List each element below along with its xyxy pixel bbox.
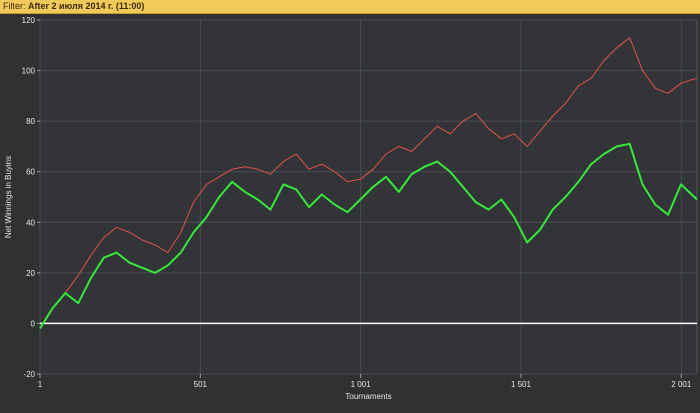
x-tick-label: 1 <box>38 380 43 389</box>
x-tick-label: 1 001 <box>351 380 372 389</box>
y-tick-label: 100 <box>22 67 36 76</box>
series-line-2 <box>39 142 698 330</box>
x-axis-ticks: 1 501 1 001 1 501 2 001 <box>38 374 692 389</box>
y-tick-label: 20 <box>26 269 35 278</box>
filter-label: Filter: <box>3 1 26 11</box>
plot-area <box>39 19 698 375</box>
y-axis-ticks: -20 0 20 40 60 80 100 120 <box>22 16 40 379</box>
x-tick-label: 501 <box>194 380 208 389</box>
x-tick-label: 1 501 <box>511 380 532 389</box>
y-tick-label: 120 <box>22 16 36 25</box>
series-line-1 <box>39 37 698 329</box>
y-tick-label: 0 <box>31 319 36 328</box>
x-axis-title: Tournaments <box>345 392 391 401</box>
y-tick-label: 40 <box>26 218 35 227</box>
x-tick-label: 2 001 <box>671 380 692 389</box>
filter-bar: Filter: After 2 июля 2014 г. (11:00) <box>0 0 700 14</box>
y-tick-label: 60 <box>26 168 35 177</box>
y-tick-label: 80 <box>26 117 35 126</box>
y-tick-label: -20 <box>23 370 35 379</box>
series-lines <box>39 37 698 330</box>
filter-value[interactable]: After 2 июля 2014 г. (11:00) <box>28 1 145 11</box>
y-axis-title: Net Winnings in Buyins <box>4 156 13 238</box>
